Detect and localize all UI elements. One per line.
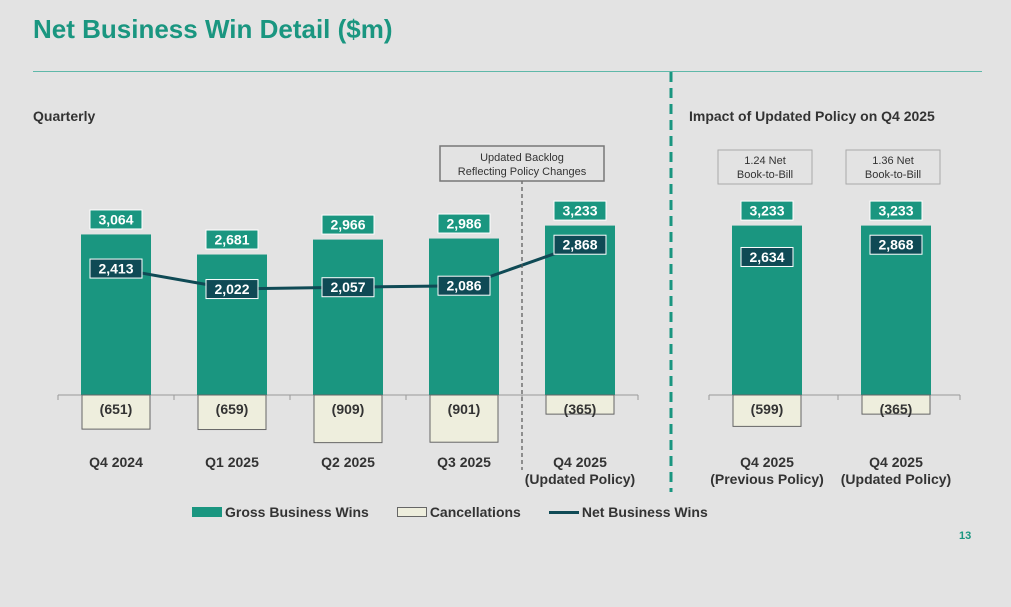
legend-item-net: Net Business Wins [548,504,708,520]
quarterly-cancellation-label-3: (901) [448,401,481,417]
impact-callout-0-line-0: 1.24 Net [744,155,786,167]
legend-label-cancellations: Cancellations [429,504,521,520]
impact-cancellation-bar-0 [732,394,802,427]
quarterly-gross-bar-0 [81,234,151,395]
impact-category-label-0-line-0: Q4 2025 [740,454,794,470]
quarterly-category-label-4-line-1: (Updated Policy) [525,471,635,487]
quarterly-net-label-1-text: 2,022 [214,281,249,297]
policy-change-annotation-box [439,145,605,182]
title-divider [33,71,982,72]
impact-callout-1-line-0: 1.36 Net [872,155,914,167]
quarterly-category-label-0-line-0: Q4 2024 [89,454,143,470]
quarterly-gross-label-0-box [89,209,143,230]
quarterly-net-label-1-box [205,279,259,300]
page-title: Net Business Win Detail ($m) [33,14,393,44]
impact-callout-1-line-1: Book-to-Bill [865,169,921,181]
impact-net-label-0-text: 2,634 [749,249,784,265]
quarterly-category-label-2-line-0: Q2 2025 [321,454,375,470]
quarterly-cancellation-label-1: (659) [216,401,249,417]
quarterly-gross-bar-1 [197,254,267,395]
quarterly-gross-label-1-text: 2,681 [214,232,249,248]
quarterly-gross-label-0-text: 3,064 [98,211,133,227]
quarterly-cancellation-label-2: (909) [332,401,365,417]
legend-swatch-net [548,510,579,514]
impact-category-label-1-line-1: (Updated Policy) [841,471,951,487]
impact-category-label-0-line-1: (Previous Policy) [710,471,824,487]
impact-gross-label-0-box [740,200,794,221]
impact-net-label-0-box [740,246,794,267]
impact-net-label-1-text: 2,868 [878,237,913,253]
quarterly-gross-label-2-text: 2,966 [330,217,365,233]
quarterly-section-title: Quarterly [33,108,96,124]
impact-cancellation-bar-1 [861,394,931,415]
impact-section-title: Impact of Updated Policy on Q4 2025 [689,108,935,124]
impact-callout-box-0 [717,149,813,185]
impact-cancellation-label-1: (365) [880,401,913,417]
quarterly-net-label-3-text: 2,086 [446,278,481,294]
impact-cancellation-label-0: (599) [751,401,784,417]
quarterly-category-label-3-line-0: Q3 2025 [437,454,491,470]
impact-net-label-1-box [869,234,923,255]
legend-swatch-cancellations [396,507,427,517]
quarterly-cancellation-bar-3 [429,394,499,443]
quarterly-cancellation-label-4: (365) [564,401,597,417]
legend-item-cancellations: Cancellations [396,504,521,520]
quarterly-net-label-4-text: 2,868 [562,237,597,253]
quarterly-gross-label-2-box [321,214,375,235]
quarterly-net-label-4-box [553,234,607,255]
quarterly-gross-bar-3 [429,238,499,395]
legend-swatch-gross [192,507,222,517]
quarterly-net-label-3-box [437,275,491,296]
quarterly-category-label-4-line-0: Q4 2025 [553,454,607,470]
quarterly-gross-label-4-box [553,200,607,221]
quarterly-cancellation-bar-2 [313,394,383,444]
impact-gross-label-1-box [869,200,923,221]
policy-change-annotation-line-0: Updated Backlog [480,152,564,164]
quarterly-net-label-2-box [321,277,375,298]
policy-change-annotation-line-1: Reflecting Policy Changes [458,166,587,178]
quarterly-net-label-2-text: 2,057 [330,279,365,295]
legend-label-gross: Gross Business Wins [225,504,369,520]
quarterly-gross-label-3-text: 2,986 [446,216,481,232]
quarterly-gross-bar-2 [313,239,383,395]
impact-callout-box-1 [845,149,941,185]
quarterly-cancellation-bar-0 [81,394,151,430]
chart-legend: Gross Business Wins Cancellations Net Bu… [192,503,736,521]
legend-item-gross: Gross Business Wins [192,504,369,520]
quarterly-net-label-0-box [89,258,143,279]
impact-gross-label-1-text: 3,233 [878,203,913,219]
quarterly-cancellation-label-0: (651) [100,401,133,417]
legend-label-net: Net Business Wins [581,504,708,520]
quarterly-category-label-1-line-0: Q1 2025 [205,454,259,470]
page-number: 13 [959,530,972,542]
impact-category-label-1-line-0: Q4 2025 [869,454,923,470]
quarterly-gross-label-3-box [437,213,491,234]
quarterly-gross-label-4-text: 3,233 [562,203,597,219]
impact-callout-0-line-1: Book-to-Bill [737,169,793,181]
quarterly-net-label-0-text: 2,413 [98,261,133,277]
quarterly-cancellation-bar-4 [545,394,615,415]
impact-gross-label-0-text: 3,233 [749,203,784,219]
quarterly-gross-label-1-box [205,229,259,250]
quarterly-cancellation-bar-1 [197,394,267,431]
